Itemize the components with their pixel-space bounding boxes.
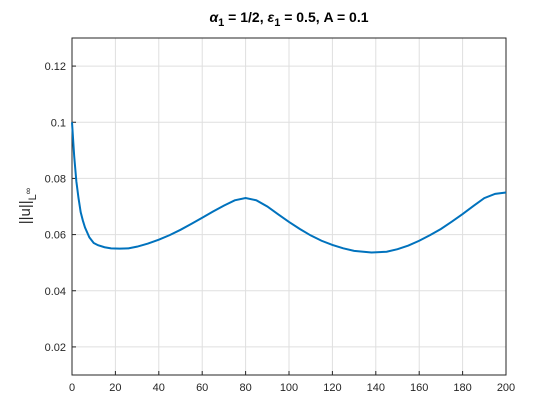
y-axis-label: ||u||L∞ <box>17 188 39 224</box>
x-tick-label: 180 <box>453 382 471 394</box>
y-tick-label: 0.12 <box>45 61 66 73</box>
x-tick-label: 100 <box>280 382 298 394</box>
x-tick-label: 80 <box>239 382 251 394</box>
y-tick-label: 0.02 <box>45 342 66 354</box>
x-tick-label: 60 <box>196 382 208 394</box>
chart-title: α1 = 1/2, ε1 = 0.5, A = 0.1 <box>209 9 368 29</box>
y-tick-label: 0.08 <box>45 173 66 185</box>
x-tick-label: 200 <box>497 382 515 394</box>
y-tick-label: 0.1 <box>51 117 66 129</box>
y-tick-label: 0.04 <box>45 286 66 298</box>
data-line <box>71 122 507 254</box>
x-tick-label: 140 <box>367 382 385 394</box>
x-tick-label: 40 <box>153 382 165 394</box>
x-tick-label: 120 <box>323 382 341 394</box>
x-tick-label: 20 <box>109 382 121 394</box>
x-tick-label: 160 <box>410 382 428 394</box>
y-tick-label: 0.06 <box>45 230 66 242</box>
axes-box <box>71 37 507 376</box>
x-tick-label: 0 <box>69 382 75 394</box>
